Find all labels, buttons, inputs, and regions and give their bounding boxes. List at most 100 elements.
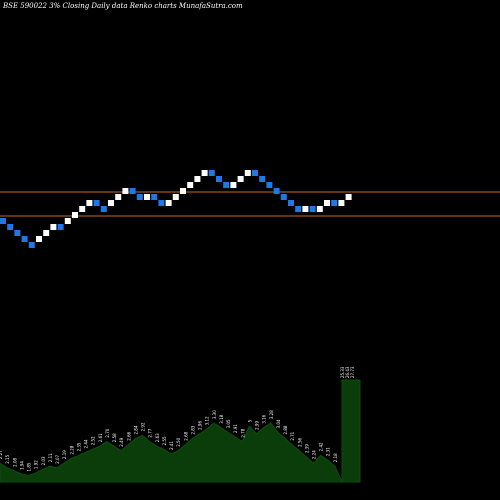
renko-brick-down: [259, 176, 266, 182]
renko-brick-down: [252, 170, 258, 176]
volume-label: 2.42: [319, 442, 324, 451]
volume-label: 3.05: [226, 419, 231, 428]
volume-area: [0, 379, 361, 483]
renko-brick-up: [230, 182, 237, 188]
renko-brick-up: [187, 182, 194, 188]
volume-label: 2.31: [326, 447, 331, 456]
renko-brick-down: [309, 206, 316, 212]
volume-label: 2.66: [126, 431, 131, 440]
renko-brick-up: [338, 200, 345, 206]
volume-label: 2.78: [240, 428, 245, 437]
renko-brick-down: [288, 200, 294, 206]
volume-label: 2.88: [283, 425, 288, 434]
volume-label: 5: [247, 419, 252, 422]
volume-labels: 2.272.15 2.08 1.94 1.85 1.92 2.03 2.11 2.072.19…: [0, 366, 355, 471]
volume-label: 2.41: [169, 441, 174, 450]
renko-brick-down: [208, 170, 215, 176]
volume-label: 2.68: [183, 431, 188, 440]
renko-brick-down: [0, 218, 6, 224]
volume-label: 2.03: [41, 456, 46, 465]
renko-brick-up: [302, 206, 309, 212]
volume-label: 3.12: [205, 416, 210, 425]
renko-brick-down: [216, 176, 222, 182]
volume-label: 2.18: [333, 453, 338, 462]
renko-brick-up: [64, 218, 71, 224]
renko-brick-down: [295, 206, 302, 212]
renko-brick-down: [266, 182, 273, 188]
renko-brick-down: [151, 194, 158, 200]
volume-label: 1.94: [19, 461, 24, 470]
volume-label: 2.24: [312, 450, 317, 459]
volume-label: 2.91: [233, 424, 238, 433]
renko-brick-down: [100, 206, 107, 212]
renko-brick-up: [324, 200, 330, 206]
renko-brick-up: [79, 206, 86, 212]
renko-brick-down: [21, 236, 28, 242]
renko-brick-down: [93, 200, 100, 206]
renko-brick-up: [237, 176, 244, 182]
volume-label: 2.84: [133, 425, 138, 434]
volume-label: 2.52: [91, 436, 96, 445]
renko-brick-down: [273, 188, 280, 194]
volume-label: 2.15: [5, 454, 10, 463]
volume-label: 3.16: [262, 414, 267, 423]
renko-brick-up: [108, 200, 114, 206]
renko-brick-down: [129, 188, 136, 194]
renko-brick-down: [280, 194, 287, 200]
volume-label: 2.83: [190, 425, 195, 434]
renko-brick-up: [345, 194, 352, 200]
renko-brick-up: [43, 230, 50, 236]
volume-label: 2.50: [176, 437, 181, 446]
renko-brick-down: [7, 224, 14, 230]
volume-label: 2.08: [12, 457, 17, 466]
chart-title: BSE 590022 3% Closing Daily data Renko c…: [3, 2, 243, 10]
volume-label: 25.33: [340, 366, 345, 378]
renko-brick-up: [144, 194, 150, 200]
renko-brick-up: [201, 170, 208, 176]
renko-brick-down: [57, 224, 64, 230]
renko-brick-up: [50, 224, 57, 230]
renko-brick-up: [180, 188, 186, 194]
volume-label: 2.28: [69, 445, 74, 454]
volume-label: 2.71: [290, 431, 295, 440]
volume-label: 2.58: [112, 433, 117, 442]
volume-label: 2.19: [62, 450, 67, 459]
volume-label: 3.04: [276, 419, 281, 428]
renko-brick-up: [194, 176, 201, 182]
volume-label: 2.77: [148, 428, 153, 437]
volume-label: 3.28: [269, 410, 274, 419]
renko-brick-down: [28, 242, 35, 248]
renko-brick-down: [223, 182, 230, 188]
volume-label: 2.27: [0, 450, 3, 459]
volume-label: 1.92: [34, 460, 39, 469]
renko-brick-up: [244, 170, 251, 176]
renko-brick-up: [115, 194, 122, 200]
renko-brick-up: [165, 200, 172, 206]
renko-brick-down: [331, 200, 338, 206]
volume-label: 3.30: [212, 410, 217, 419]
volume-label: 27.73: [350, 366, 355, 378]
reference-lines: [0, 191, 500, 217]
renko-brick-up: [72, 212, 78, 218]
volume-area-fill: [0, 422, 343, 483]
volume-label: 2.56: [297, 437, 302, 446]
renko-brick-up: [316, 206, 323, 212]
volume-label: 2.92: [141, 422, 146, 431]
renko-brick-up: [86, 200, 93, 206]
renko-brick-down: [14, 230, 21, 236]
renko-brick-up: [172, 194, 179, 200]
volume-label: 2.49: [119, 437, 124, 446]
volume-label: 2.70: [105, 428, 110, 437]
renko-brick-down: [158, 200, 165, 206]
volume-label: 2.44: [83, 439, 88, 448]
renko-brick-up: [122, 188, 129, 194]
volume-label: 2.11: [48, 453, 53, 462]
volume-label: 2.35: [76, 442, 81, 451]
volume-label: 26.43: [345, 366, 350, 378]
volume-label: 2.99: [254, 421, 259, 430]
renko-brick-up: [36, 236, 42, 242]
volume-label: 2.55: [162, 436, 167, 445]
volume-label: 3.18: [219, 414, 224, 423]
